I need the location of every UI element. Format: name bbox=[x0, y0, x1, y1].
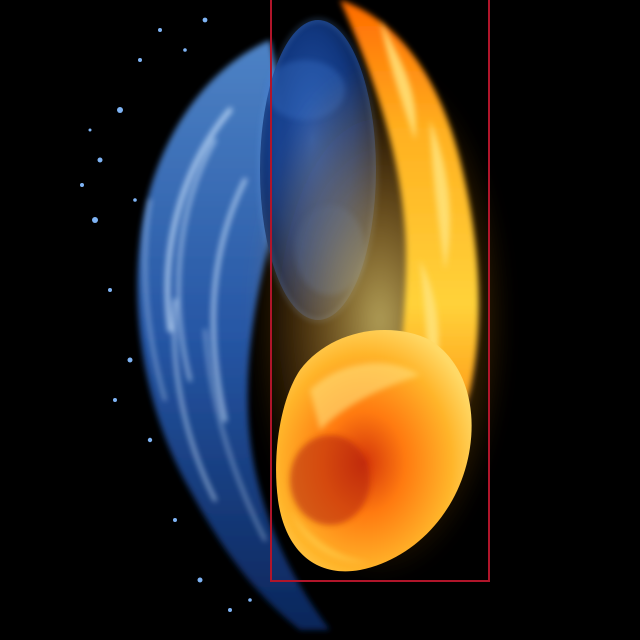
water-droplets bbox=[80, 17, 252, 612]
water-streaks bbox=[144, 107, 266, 541]
fire-tail bbox=[340, 0, 479, 434]
